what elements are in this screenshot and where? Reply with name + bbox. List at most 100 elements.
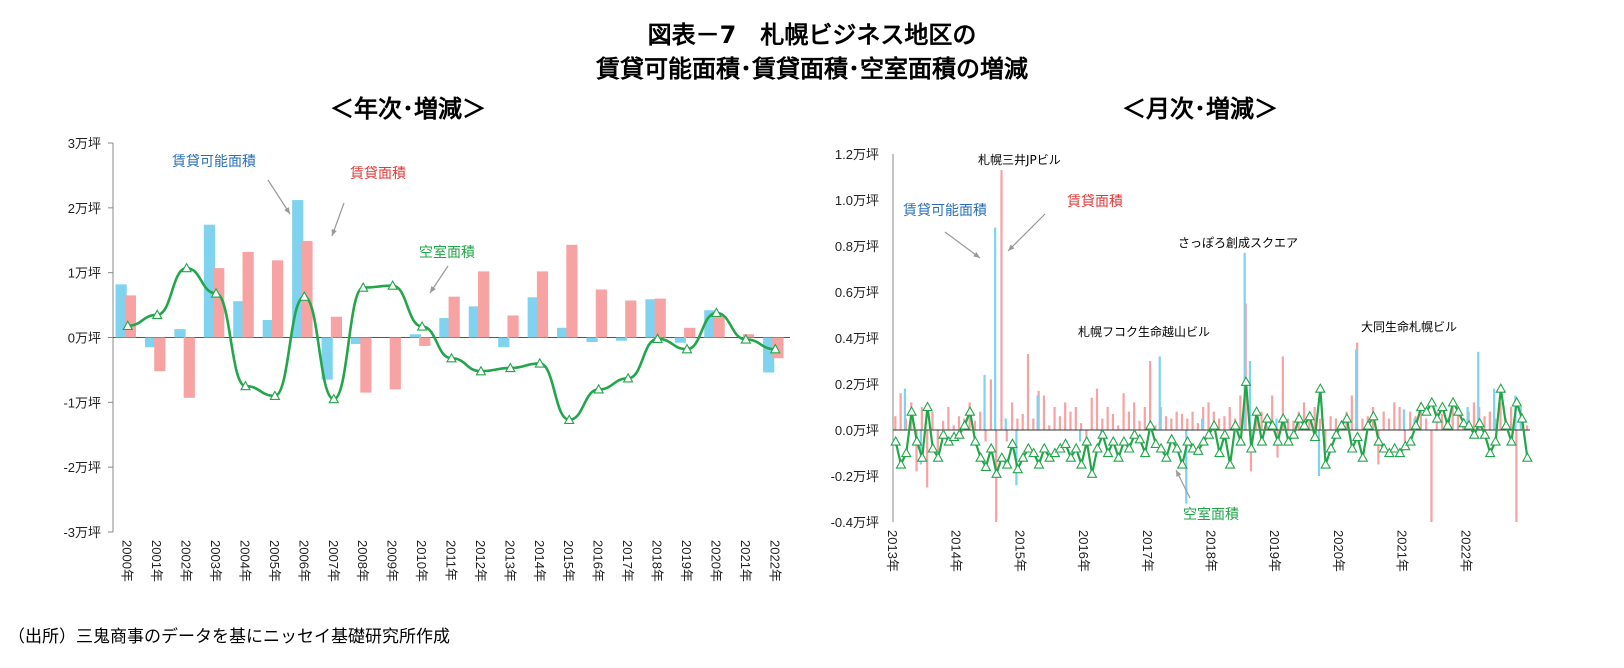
- supply-bar: [174, 329, 186, 338]
- leased-bar: [952, 425, 955, 430]
- leased-bar: [478, 271, 490, 338]
- leased-bar: [1074, 407, 1077, 430]
- vacant-marker: [681, 343, 693, 354]
- vacant-marker: [1134, 433, 1146, 444]
- chart-title-line1: 図表－7 札幌ビジネス地区の: [647, 21, 977, 49]
- leased-bar: [1127, 411, 1130, 430]
- vacant-marker: [1436, 401, 1448, 412]
- vacant-marker: [1426, 396, 1438, 407]
- x-tick-label: 2021年: [1395, 530, 1410, 572]
- vacant-marker: [1362, 419, 1374, 430]
- y-tick-label: 1.2万坪: [835, 147, 879, 162]
- vacant-marker: [1463, 419, 1475, 430]
- y-tick-label: 0.6万坪: [835, 285, 879, 300]
- vacant-marker: [504, 362, 516, 373]
- vacant-marker: [1341, 412, 1353, 423]
- vacant-marker: [1367, 410, 1379, 421]
- supply-bar: [468, 306, 480, 338]
- supply-bar: [704, 310, 716, 338]
- leased-bar: [1218, 418, 1221, 430]
- vacant-marker: [1431, 412, 1443, 423]
- supply-bar: [1078, 430, 1082, 442]
- x-tick-label: 2015年: [1012, 530, 1027, 572]
- label-fukoku-koshiyama: 札幌フコク生命越山ビル: [1078, 324, 1210, 339]
- annual-change-chart: 3万坪 2万坪 1万坪 0万坪 -1万坪 -2万坪 -3万坪 2000年 2001年 2002年 2…: [63, 136, 790, 582]
- leased-bar: [1509, 407, 1513, 430]
- leased-bar: [1456, 407, 1460, 430]
- vacant-marker: [328, 393, 340, 404]
- x-tick-label: 2014年: [949, 530, 964, 572]
- supply-bar: [994, 227, 997, 430]
- leased-bar: [1186, 418, 1189, 430]
- x-tick-label: 2022年: [767, 540, 782, 582]
- leased-bar: [1010, 402, 1014, 430]
- supply-bar: [527, 297, 539, 338]
- vacant-marker: [1490, 435, 1501, 446]
- leased-bar: [968, 402, 971, 430]
- vacant-marker: [1038, 442, 1050, 453]
- vacant-marker: [932, 451, 944, 462]
- y-tick-label: 0.0万坪: [835, 423, 879, 438]
- vacant-marker: [1357, 451, 1369, 462]
- vacant-marker: [1022, 442, 1034, 453]
- leased-bar: [1324, 430, 1327, 449]
- leased-bar: [1016, 418, 1019, 430]
- vacant-marker: [1182, 435, 1194, 446]
- leased-bar: [1419, 402, 1422, 430]
- supply-bar: [1248, 361, 1252, 430]
- leased-bar: [1398, 407, 1401, 430]
- leased-bar: [1387, 418, 1391, 430]
- vacant-marker: [1442, 419, 1454, 430]
- leased-bar: [654, 298, 666, 338]
- supply-bar: [439, 318, 451, 338]
- supply-bar: [233, 301, 245, 338]
- supply-bar: [615, 337, 628, 341]
- vacant-marker: [1479, 428, 1491, 439]
- supply-bar: [645, 299, 657, 338]
- leased-bar: [684, 327, 696, 338]
- vacant-marker: [1484, 447, 1496, 458]
- x-tick-label: 2013年: [502, 540, 517, 582]
- vacant-marker: [1495, 382, 1507, 393]
- leased-bar: [1308, 418, 1311, 430]
- vacant-marker: [1145, 419, 1156, 430]
- vacant-marker: [1160, 451, 1172, 462]
- vacant-marker: [1176, 458, 1188, 469]
- monthly-change-chart: 1.2万坪 1.0万坪 0.8万坪 0.6万坪 0.4万坪 0.2万坪 0.0万坪 -0.2万…: [831, 147, 1533, 572]
- vacant-marker: [1421, 405, 1432, 416]
- y-tick-label: 3万坪: [68, 136, 101, 151]
- left-chart-subtitle: ＜年次･増減＞: [330, 95, 486, 123]
- leased-bar: [1175, 411, 1178, 430]
- vacant-marker: [534, 357, 546, 368]
- vacant-marker: [1447, 396, 1459, 407]
- leased-bar: [1302, 402, 1306, 430]
- vacant-marker: [710, 307, 722, 318]
- supply-bar: [1275, 418, 1278, 430]
- y-tick-label: -2万坪: [63, 460, 101, 475]
- vacant-marker: [985, 442, 997, 453]
- vacant-marker: [740, 333, 752, 344]
- supply-bar: [903, 388, 907, 430]
- vacant-marker: [1256, 435, 1268, 446]
- label-vacant: 空室面積: [1183, 506, 1239, 523]
- vacant-marker: [1373, 435, 1385, 446]
- chart-title-line2: 賃貸可能面積･賃貸面積･空室面積の増減: [596, 55, 1028, 83]
- leased-bar: [1271, 395, 1274, 430]
- vacant-marker: [890, 435, 902, 446]
- leased-bar: [1106, 407, 1109, 430]
- leased-bar: [1430, 430, 1433, 522]
- leased-bar: [1451, 402, 1454, 430]
- vacant-marker: [1505, 435, 1517, 446]
- vacant-marker: [996, 451, 1008, 462]
- x-tick-label: 2011年: [444, 540, 459, 581]
- label-vacant: 空室面積: [419, 244, 475, 261]
- leased-bar: [1042, 395, 1046, 430]
- vacant-marker: [593, 383, 605, 394]
- supply-bar: [557, 327, 569, 338]
- leased-bar: [1409, 411, 1412, 430]
- supply-bar: [498, 337, 510, 348]
- leased-bar: [1223, 416, 1226, 430]
- vacant-marker: [1452, 405, 1464, 416]
- y-tick-label: 0万坪: [68, 331, 101, 346]
- vacant-marker: [911, 435, 923, 446]
